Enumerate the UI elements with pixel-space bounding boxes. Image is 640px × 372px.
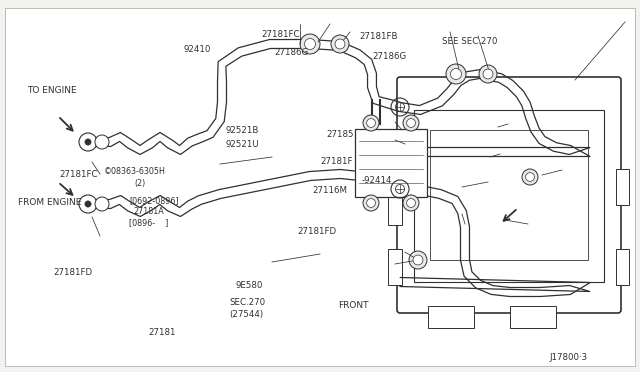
Bar [414, 110, 604, 282]
Circle shape [335, 39, 345, 49]
Bar [388, 249, 402, 285]
Circle shape [446, 64, 466, 84]
Text: TO ENGINE: TO ENGINE [27, 86, 77, 94]
Text: ©08363-6305H: ©08363-6305H [104, 167, 166, 176]
Text: 27116M: 27116M [312, 186, 348, 195]
Circle shape [403, 115, 419, 131]
Circle shape [479, 65, 497, 83]
Circle shape [406, 119, 415, 127]
Circle shape [406, 199, 415, 208]
Circle shape [409, 251, 427, 269]
Circle shape [331, 35, 349, 53]
Text: 92410: 92410 [184, 45, 211, 54]
Circle shape [85, 139, 91, 145]
Text: 9E580: 9E580 [236, 281, 263, 290]
Circle shape [522, 169, 538, 185]
Text: 27181FD: 27181FD [298, 227, 337, 236]
Circle shape [367, 119, 376, 127]
Circle shape [79, 195, 97, 213]
Circle shape [79, 133, 97, 151]
Text: 27181A: 27181A [133, 207, 164, 216]
Bar [388, 129, 402, 165]
Bar [355, 129, 427, 197]
Text: (2): (2) [134, 179, 146, 187]
Bar [510, 306, 556, 328]
Text: 27181FD: 27181FD [53, 268, 92, 277]
Circle shape [363, 115, 379, 131]
Circle shape [300, 34, 320, 54]
Text: 27181: 27181 [148, 328, 176, 337]
Text: SEC.270: SEC.270 [229, 298, 265, 307]
Text: FRONT: FRONT [338, 301, 369, 310]
Circle shape [363, 195, 379, 211]
Circle shape [451, 68, 461, 80]
Bar [388, 189, 402, 225]
Text: [0896-    ]: [0896- ] [129, 218, 169, 227]
Circle shape [413, 255, 423, 265]
Text: SEE SEC.270: SEE SEC.270 [442, 37, 497, 46]
Text: -92414: -92414 [362, 176, 392, 185]
Bar [616, 169, 629, 205]
Bar [428, 306, 474, 328]
Circle shape [95, 135, 109, 149]
Text: 27186G: 27186G [274, 48, 308, 57]
Text: 27181FB: 27181FB [360, 32, 398, 41]
Bar [430, 130, 588, 260]
Circle shape [305, 38, 316, 49]
Text: 92521U: 92521U [225, 140, 259, 149]
Text: J17800·3: J17800·3 [549, 353, 588, 362]
Circle shape [95, 197, 109, 211]
Text: 92521B: 92521B [225, 126, 259, 135]
Text: 27186G: 27186G [372, 52, 407, 61]
FancyBboxPatch shape [397, 77, 621, 313]
Text: 27181FC: 27181FC [261, 30, 300, 39]
Text: 27181F: 27181F [320, 157, 353, 166]
Text: 27185: 27185 [326, 130, 354, 139]
Text: 27181FC: 27181FC [59, 170, 97, 179]
Text: (27544): (27544) [229, 310, 263, 319]
Text: [0692-0896]: [0692-0896] [129, 196, 179, 205]
Text: FROM ENGINE: FROM ENGINE [18, 198, 81, 207]
Circle shape [403, 195, 419, 211]
Circle shape [367, 199, 376, 208]
Circle shape [85, 201, 91, 207]
Bar [616, 249, 629, 285]
Circle shape [483, 69, 493, 79]
Circle shape [525, 173, 534, 182]
